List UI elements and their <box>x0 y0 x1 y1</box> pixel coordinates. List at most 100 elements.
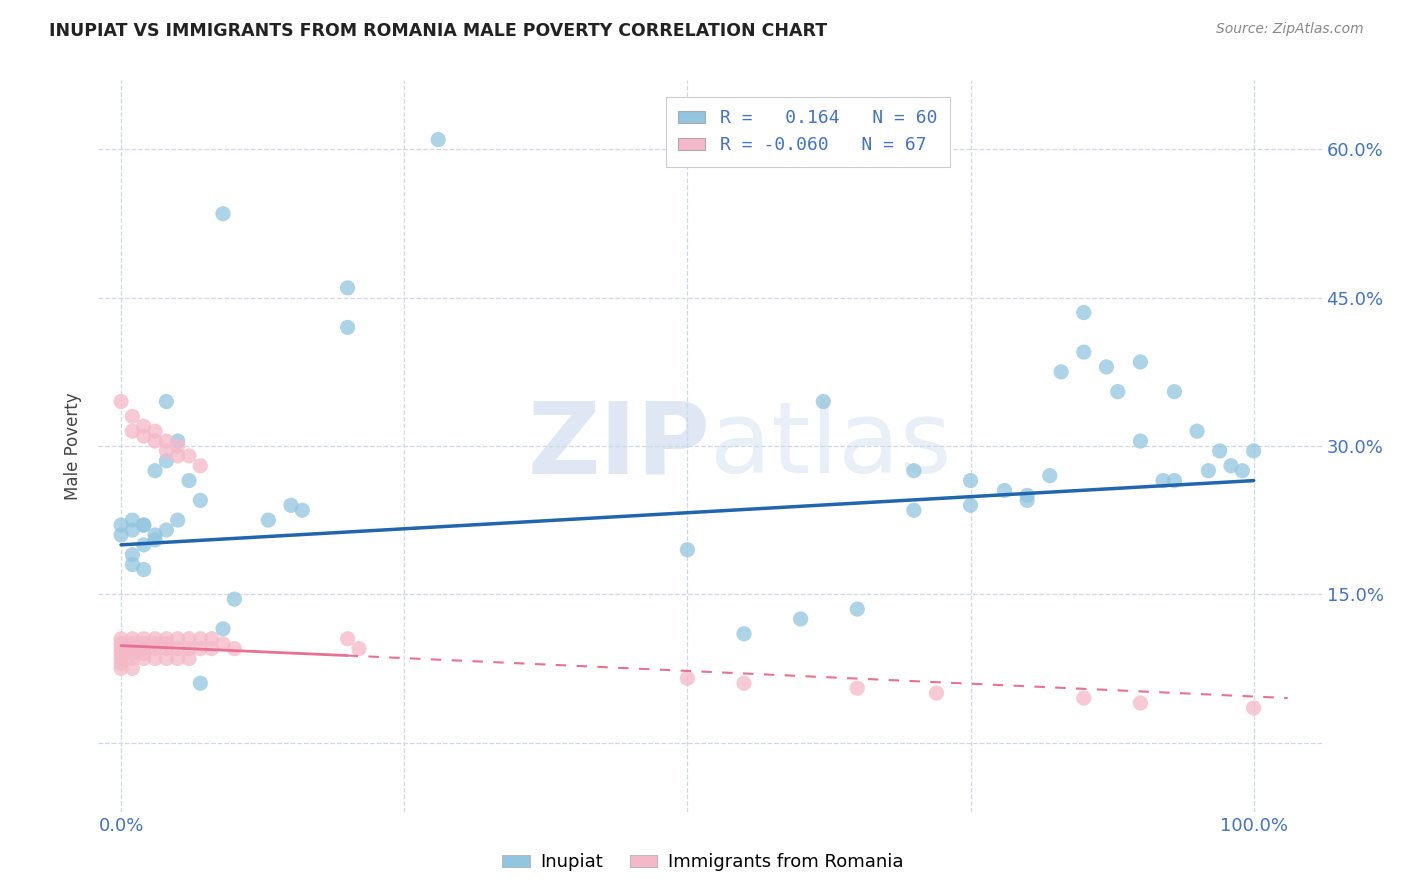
Point <box>132 651 155 665</box>
Point <box>201 641 224 656</box>
Point <box>1185 424 1208 438</box>
Point <box>1129 696 1152 710</box>
Point <box>1073 345 1095 359</box>
Point <box>676 671 699 685</box>
Point <box>212 622 235 636</box>
Point <box>143 641 166 656</box>
Point <box>1163 384 1185 399</box>
Point <box>110 651 132 665</box>
Point <box>166 439 188 453</box>
Point <box>121 523 143 537</box>
Point <box>813 394 835 409</box>
Point <box>1197 464 1219 478</box>
Point <box>212 207 235 221</box>
Point <box>1039 468 1062 483</box>
Point <box>993 483 1015 498</box>
Point <box>110 528 132 542</box>
Point <box>155 637 177 651</box>
Text: ZIP: ZIP <box>527 398 710 494</box>
Point <box>336 632 359 646</box>
Point <box>1073 305 1095 319</box>
Point <box>224 641 246 656</box>
Point <box>110 657 132 671</box>
Point <box>121 637 143 651</box>
Point <box>121 513 143 527</box>
Point <box>132 637 155 651</box>
Point <box>132 518 155 533</box>
Point <box>1243 444 1265 458</box>
Legend: R =   0.164   N = 60, R = -0.060   N = 67: R = 0.164 N = 60, R = -0.060 N = 67 <box>665 96 950 167</box>
Point <box>959 498 981 512</box>
Point <box>121 641 143 656</box>
Point <box>1095 359 1118 374</box>
Point <box>143 632 166 646</box>
Point <box>155 394 177 409</box>
Point <box>177 449 200 463</box>
Point <box>143 434 166 448</box>
Point <box>177 474 200 488</box>
Point <box>1107 384 1129 399</box>
Point <box>336 320 359 334</box>
Point <box>166 632 188 646</box>
Legend: Inupiat, Immigrants from Romania: Inupiat, Immigrants from Romania <box>495 847 911 879</box>
Y-axis label: Male Poverty: Male Poverty <box>65 392 83 500</box>
Point <box>1073 691 1095 706</box>
Point <box>280 498 302 512</box>
Point <box>155 523 177 537</box>
Point <box>188 458 212 473</box>
Point <box>155 651 177 665</box>
Text: Source: ZipAtlas.com: Source: ZipAtlas.com <box>1216 22 1364 37</box>
Point <box>1163 474 1185 488</box>
Point <box>188 641 212 656</box>
Point <box>201 632 224 646</box>
Point <box>143 651 166 665</box>
Point <box>1232 464 1254 478</box>
Point <box>903 503 925 517</box>
Text: atlas: atlas <box>710 398 952 494</box>
Point <box>1017 488 1039 502</box>
Point <box>143 464 166 478</box>
Point <box>121 409 143 424</box>
Point <box>121 651 143 665</box>
Point <box>1017 493 1039 508</box>
Point <box>1243 701 1265 715</box>
Point <box>925 686 948 700</box>
Point <box>155 632 177 646</box>
Point <box>188 676 212 690</box>
Point <box>110 394 132 409</box>
Point <box>110 632 132 646</box>
Point <box>188 493 212 508</box>
Point <box>212 637 235 651</box>
Point <box>155 434 177 448</box>
Point <box>846 681 869 695</box>
Point <box>291 503 314 517</box>
Point <box>177 641 200 656</box>
Point <box>166 434 188 448</box>
Point <box>846 602 869 616</box>
Point <box>903 464 925 478</box>
Point <box>1208 444 1230 458</box>
Point <box>110 518 132 533</box>
Point <box>789 612 811 626</box>
Point <box>347 641 370 656</box>
Point <box>177 651 200 665</box>
Point <box>143 637 166 651</box>
Point <box>132 518 155 533</box>
Point <box>121 647 143 661</box>
Point <box>1050 365 1073 379</box>
Point <box>110 641 132 656</box>
Point <box>188 632 212 646</box>
Point <box>959 474 981 488</box>
Point <box>257 513 280 527</box>
Point <box>166 651 188 665</box>
Point <box>132 538 155 552</box>
Point <box>121 548 143 562</box>
Point <box>110 637 132 651</box>
Point <box>224 592 246 607</box>
Text: INUPIAT VS IMMIGRANTS FROM ROMANIA MALE POVERTY CORRELATION CHART: INUPIAT VS IMMIGRANTS FROM ROMANIA MALE … <box>49 22 827 40</box>
Point <box>733 627 755 641</box>
Point <box>121 558 143 572</box>
Point <box>1152 474 1174 488</box>
Point <box>427 132 450 146</box>
Point <box>155 641 177 656</box>
